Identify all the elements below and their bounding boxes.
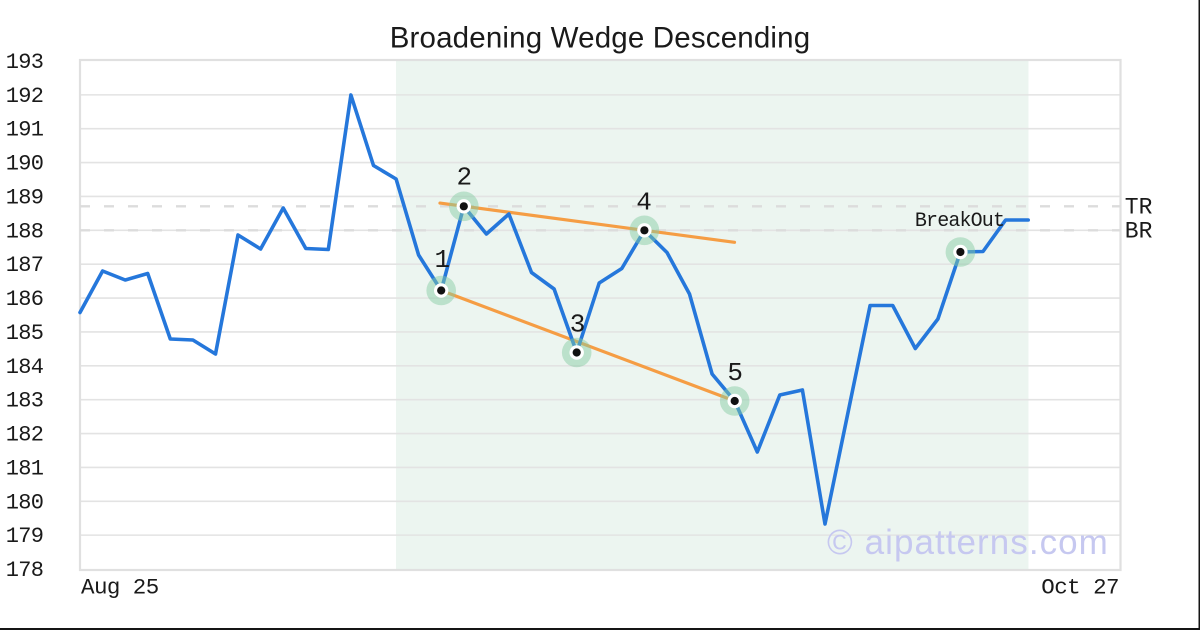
svg-text:185: 185 bbox=[6, 321, 44, 346]
svg-text:180: 180 bbox=[6, 490, 44, 515]
svg-text:183: 183 bbox=[6, 389, 44, 414]
svg-text:Broadening Wedge Descending: Broadening Wedge Descending bbox=[390, 21, 811, 54]
svg-text:Aug 25: Aug 25 bbox=[81, 575, 159, 601]
svg-text:186: 186 bbox=[6, 287, 44, 312]
svg-text:188: 188 bbox=[6, 219, 44, 244]
svg-text:181: 181 bbox=[6, 456, 44, 481]
svg-text:5: 5 bbox=[727, 358, 743, 388]
svg-text:179: 179 bbox=[6, 524, 44, 549]
svg-text:193: 193 bbox=[6, 50, 44, 75]
svg-text:190: 190 bbox=[6, 152, 44, 177]
svg-text:2: 2 bbox=[456, 163, 472, 193]
svg-text:191: 191 bbox=[6, 118, 44, 143]
svg-text:184: 184 bbox=[6, 355, 44, 380]
svg-text:189: 189 bbox=[6, 186, 44, 211]
svg-text:TR: TR bbox=[1125, 194, 1153, 220]
svg-text:1: 1 bbox=[434, 245, 450, 275]
svg-text:BreakOut: BreakOut bbox=[915, 210, 1004, 233]
svg-text:182: 182 bbox=[6, 423, 44, 448]
svg-text:4: 4 bbox=[636, 188, 652, 218]
svg-text:BR: BR bbox=[1125, 219, 1153, 245]
svg-text:187: 187 bbox=[6, 253, 44, 278]
svg-text:3: 3 bbox=[570, 309, 586, 339]
svg-text:© aipatterns.com: © aipatterns.com bbox=[827, 523, 1109, 562]
svg-text:192: 192 bbox=[6, 84, 44, 109]
svg-text:178: 178 bbox=[6, 558, 44, 583]
svg-text:Oct 27: Oct 27 bbox=[1041, 575, 1119, 601]
